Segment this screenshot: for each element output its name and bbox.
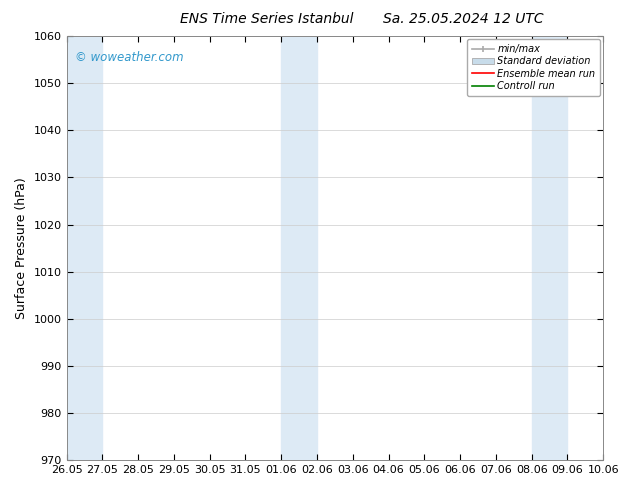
Y-axis label: Surface Pressure (hPa): Surface Pressure (hPa)	[15, 177, 28, 319]
Bar	[281, 36, 317, 460]
Text: ENS Time Series Istanbul: ENS Time Series Istanbul	[179, 12, 353, 26]
Legend: min/max, Standard deviation, Ensemble mean run, Controll run: min/max, Standard deviation, Ensemble me…	[467, 39, 600, 96]
Bar	[67, 36, 102, 460]
Bar	[532, 36, 567, 460]
Text: © woweather.com: © woweather.com	[75, 51, 183, 64]
Text: Sa. 25.05.2024 12 UTC: Sa. 25.05.2024 12 UTC	[382, 12, 543, 26]
